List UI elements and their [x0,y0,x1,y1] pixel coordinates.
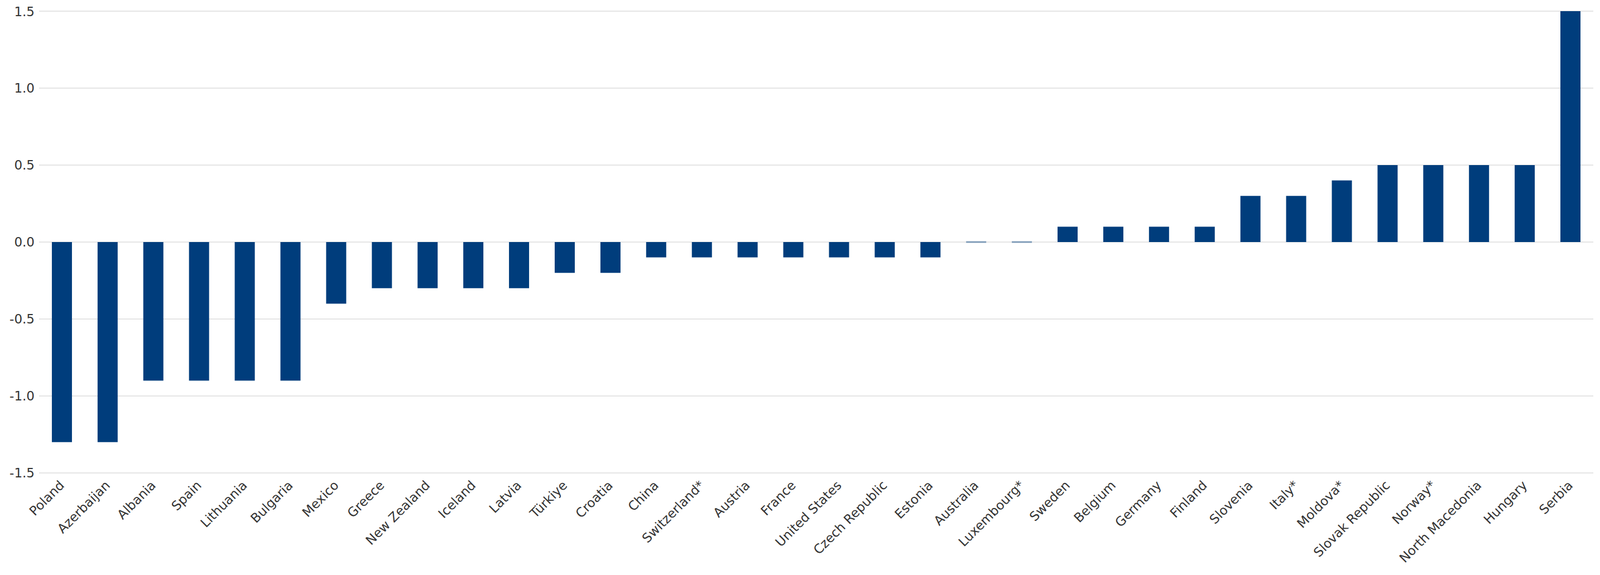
svg-text:Slovak Republic: Slovak Republic [1310,478,1393,561]
svg-text:-1.0: -1.0 [9,388,35,404]
svg-text:Belgium: Belgium [1070,478,1119,526]
svg-text:Türkiye: Türkiye [526,478,570,522]
svg-text:Germany: Germany [1112,478,1165,531]
svg-text:Austria: Austria [710,478,753,521]
svg-text:France: France [757,478,799,519]
svg-text:1.0: 1.0 [13,80,35,96]
svg-text:Estonia: Estonia [891,478,936,522]
svg-text:Norway*: Norway* [1389,478,1439,528]
svg-text:Australia: Australia [930,478,982,529]
svg-text:China: China [625,478,662,515]
svg-text:United States: United States [772,478,845,550]
svg-text:Spain: Spain [168,478,205,514]
svg-text:0.0: 0.0 [13,234,35,250]
svg-text:Czech Republic: Czech Republic [810,478,890,558]
svg-text:North Macedonia: North Macedonia [1396,478,1484,566]
svg-text:Slovenia: Slovenia [1206,478,1256,528]
svg-text:Serbia: Serbia [1536,478,1576,518]
svg-text:Albania: Albania [114,478,159,523]
svg-text:Iceland: Iceland [435,478,479,522]
svg-text:Azerbaijan: Azerbaijan [54,478,113,537]
svg-text:1.5: 1.5 [13,4,35,19]
svg-text:Finland: Finland [1166,478,1210,522]
svg-text:Bulgaria: Bulgaria [247,478,296,527]
svg-text:New Zealand: New Zealand [362,478,433,549]
svg-text:Luxembourg*: Luxembourg* [955,478,1027,550]
svg-text:Latvia: Latvia [486,478,525,517]
svg-text:Hungary: Hungary [1480,478,1530,528]
svg-text:Greece: Greece [344,478,387,521]
svg-text:Croatia: Croatia [572,478,616,522]
svg-text:Lithuania: Lithuania [197,478,251,531]
svg-text:Switzerland*: Switzerland* [639,478,708,546]
svg-text:Italy*: Italy* [1266,478,1302,513]
svg-text:Sweden: Sweden [1026,478,1074,525]
svg-text:-1.5: -1.5 [9,465,35,481]
svg-text:Poland: Poland [26,478,67,520]
svg-text:Mexico: Mexico [299,478,341,521]
svg-text:Moldova*: Moldova* [1294,478,1348,532]
svg-text:0.5: 0.5 [13,157,35,173]
svg-text:-0.5: -0.5 [9,311,35,327]
